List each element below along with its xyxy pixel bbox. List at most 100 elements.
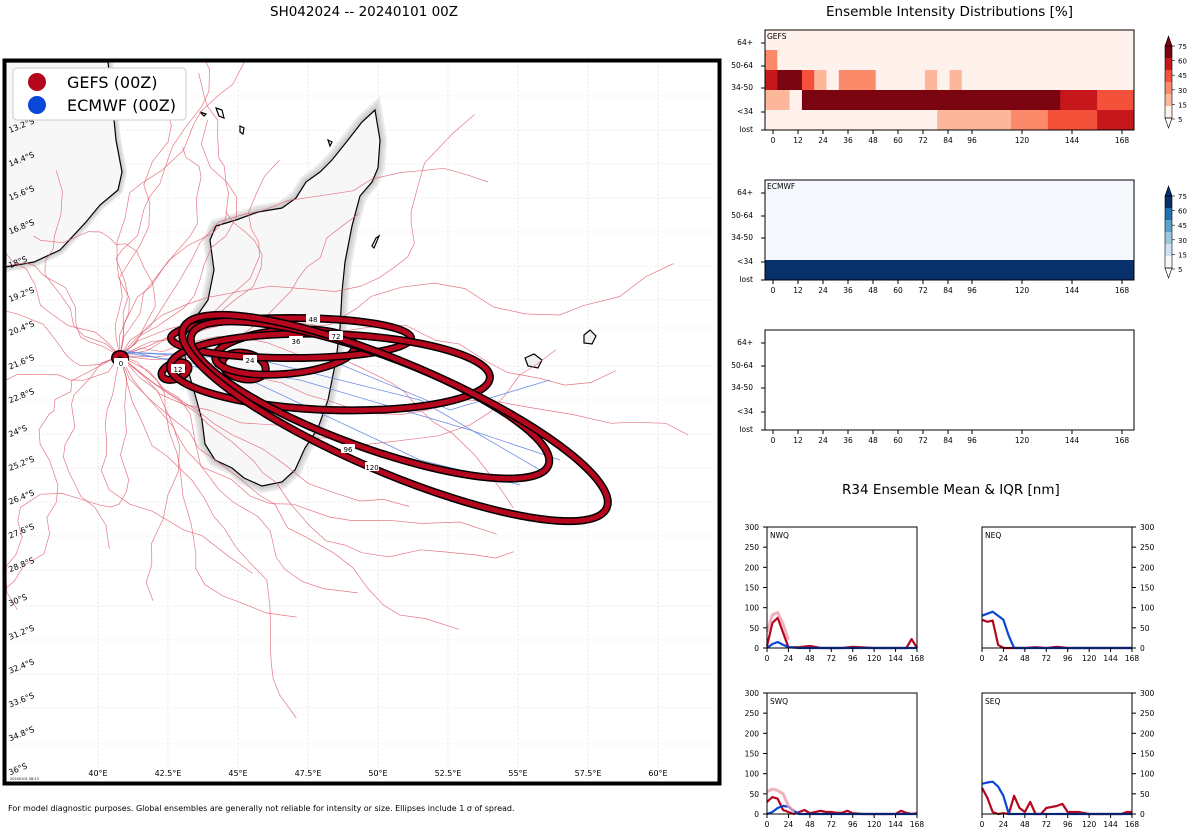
x-tick-label: 144	[888, 820, 903, 829]
island-reunion	[524, 353, 543, 369]
heat-cell	[851, 110, 864, 131]
heat-cell	[1084, 70, 1098, 91]
lon-label: 45°E	[228, 769, 247, 778]
series-ecmwf	[766, 804, 917, 816]
gefs-member-track	[119, 355, 515, 559]
heat-cell	[851, 90, 864, 111]
x-tick-label: 120	[1015, 436, 1030, 445]
x-tick-label: 96	[1063, 820, 1073, 829]
track-map: 012243648729612013.2°S14.4°S15.6°S16.8°S…	[2, 58, 722, 786]
heat-cell	[1109, 30, 1123, 51]
ellipse-label-bg	[329, 331, 343, 340]
heat-cell	[814, 30, 827, 51]
heat-cell	[924, 90, 938, 111]
heat-cell	[888, 90, 901, 111]
island	[214, 107, 225, 119]
y-tick-label: 250	[1140, 709, 1155, 718]
x-tick-label: 72	[918, 436, 928, 445]
heat-cell	[765, 200, 1134, 220]
heat-cell	[1011, 90, 1024, 111]
gefs-member-track	[63, 355, 121, 549]
x-tick-label: 96	[1063, 654, 1073, 663]
colorbar-segment	[1165, 58, 1172, 70]
y-tick-label: 50	[1140, 790, 1150, 799]
colorbar-segment	[1165, 46, 1172, 58]
x-tick-label: 24	[818, 286, 828, 295]
heat-cell	[814, 110, 827, 131]
legend-marker	[28, 96, 46, 114]
heat-cell	[986, 30, 1000, 51]
heat-cell	[1097, 30, 1110, 51]
heat-cell	[1084, 110, 1098, 131]
heat-cell	[863, 90, 877, 111]
y-tick-label: 300	[1140, 689, 1155, 698]
y-tick-label: 100	[745, 770, 760, 779]
heat-cell	[937, 50, 950, 71]
colorbar-tick-label: 75	[1178, 43, 1187, 51]
ellipse-labels: 0 12 24 36 48 72 96 120	[114, 314, 379, 472]
gefs-member-track	[100, 355, 253, 574]
heat-cell	[1072, 70, 1086, 91]
colorbar-tick-label: 60	[1178, 58, 1187, 66]
x-tick-label: 0	[771, 136, 776, 145]
colorbar-extend-max	[1164, 35, 1173, 47]
heat-cell	[986, 70, 1000, 91]
x-tick-label: 144	[1065, 136, 1080, 145]
colorbar-tick-label: 60	[1178, 208, 1187, 216]
x-tick-label: 48	[868, 436, 878, 445]
intensity-panels: GEFS 64+ 50-64 34-50 <34 lost 0 12 24 36 48 60 72 84 9…	[731, 29, 1187, 445]
heat-cell	[765, 180, 1134, 200]
y-tick-label: 50	[1140, 624, 1150, 633]
colorbar-tick-label: 45	[1178, 222, 1187, 230]
x-tick-label: 144	[888, 654, 903, 663]
gefs-member-track	[6, 355, 130, 611]
lat-label: 20.4°S	[7, 319, 35, 337]
gefs-member-track	[115, 62, 210, 357]
lon-label: 42.5°E	[155, 769, 182, 778]
gefs-member-track	[119, 211, 263, 357]
gefs-member-track	[119, 73, 229, 357]
row-label: lost	[739, 275, 753, 284]
colorbar-tick-label: 45	[1178, 72, 1187, 80]
heat-cell	[1072, 90, 1086, 111]
x-tick-label: 0	[980, 654, 985, 663]
y-tick-label: 250	[745, 709, 760, 718]
gefs-member-track	[114, 112, 172, 357]
heat-cell	[924, 70, 938, 91]
heat-cell	[924, 30, 938, 51]
panel-frame	[766, 526, 918, 649]
madagascar-coast	[181, 108, 381, 487]
ellipse-label: 36	[292, 338, 301, 346]
lon-label: 47.5°E	[295, 769, 322, 778]
heat-cell	[949, 90, 963, 111]
heat-cell	[801, 90, 815, 111]
gefs-member-track	[119, 114, 475, 357]
x-tick-label: 144	[1103, 820, 1118, 829]
x-tick-label: 120	[867, 820, 882, 829]
series-ecmwf	[981, 780, 1132, 816]
x-tick-label: 168	[1115, 436, 1130, 445]
ellipse-label: 48	[309, 316, 318, 324]
gefs-member-track	[119, 355, 358, 594]
heat-cell	[801, 30, 815, 51]
y-tick-label: 100	[1140, 604, 1155, 613]
heat-cell	[826, 110, 840, 131]
heat-cell	[1097, 90, 1110, 111]
heat-cell	[1060, 90, 1073, 111]
heat-cell	[789, 110, 803, 131]
heat-cell	[961, 30, 975, 51]
row-label: <34	[737, 257, 753, 266]
x-tick-label: 0	[765, 820, 770, 829]
legend-box	[12, 67, 187, 121]
heat-cell	[765, 70, 778, 91]
heat-cell	[875, 30, 889, 51]
heat-cell	[1109, 90, 1123, 111]
heat-cell	[998, 30, 1012, 51]
heat-cell	[1072, 50, 1086, 71]
heat-cell	[1047, 110, 1061, 131]
heat-cell	[1121, 90, 1135, 111]
heat-cell	[875, 50, 889, 71]
x-tick-label: 60	[893, 436, 903, 445]
x-tick-label: 120	[867, 654, 882, 663]
x-tick-label: 72	[918, 136, 928, 145]
